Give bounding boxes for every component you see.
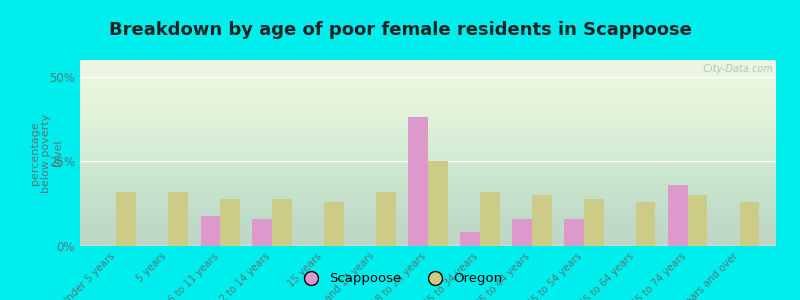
Y-axis label: percentage
below poverty
level: percentage below poverty level: [30, 113, 63, 193]
Bar: [668, 185, 688, 246]
Bar: [201, 216, 220, 246]
Bar: [408, 118, 428, 246]
Bar: [324, 202, 344, 246]
Bar: [272, 199, 292, 246]
Text: City-Data.com: City-Data.com: [697, 64, 773, 74]
Bar: [512, 219, 532, 246]
Bar: [564, 219, 584, 246]
Bar: [480, 192, 500, 246]
Legend: Scappoose, Oregon: Scappoose, Oregon: [293, 267, 507, 290]
Bar: [253, 219, 272, 246]
Bar: [168, 192, 188, 246]
Bar: [688, 195, 707, 246]
Bar: [376, 192, 396, 246]
Bar: [532, 195, 552, 246]
Bar: [460, 232, 480, 246]
Bar: [740, 202, 759, 246]
Bar: [428, 161, 448, 246]
Bar: [584, 199, 603, 246]
Bar: [220, 199, 240, 246]
Bar: [636, 202, 655, 246]
Text: Breakdown by age of poor female residents in Scappoose: Breakdown by age of poor female resident…: [109, 21, 691, 39]
Bar: [116, 192, 136, 246]
